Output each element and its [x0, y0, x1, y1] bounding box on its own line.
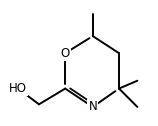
Text: O: O: [61, 47, 70, 60]
Text: HO: HO: [9, 82, 27, 95]
Text: N: N: [88, 100, 97, 113]
